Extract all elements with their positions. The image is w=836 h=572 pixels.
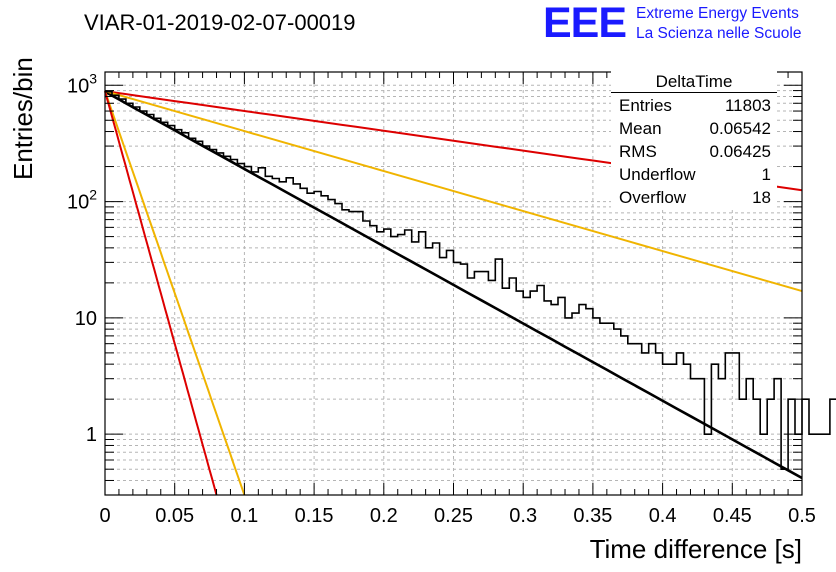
stats-row-entries: Entries 11803 <box>619 94 771 117</box>
eee-logo: EEE <box>543 0 627 47</box>
x-tick-label: 0.2 <box>370 505 398 527</box>
fit-lines <box>104 90 803 496</box>
stats-key: Underflow <box>619 165 696 184</box>
histogram <box>105 90 836 470</box>
stats-value: 0.06425 <box>709 142 771 161</box>
stats-value: 11803 <box>724 96 771 115</box>
stats-key: Entries <box>619 96 672 115</box>
logo-line-1: Extreme Energy Events <box>636 5 799 22</box>
x-tick-label: 0.5 <box>788 505 816 527</box>
grid-lines <box>105 72 802 496</box>
x-tick-label: 0.1 <box>230 505 258 527</box>
y-axis-label: Entries/bin <box>8 57 38 180</box>
stats-row-mean: Mean 0.06542 <box>619 117 771 140</box>
fit-line <box>104 90 803 293</box>
x-tick-label: 0.45 <box>713 505 752 527</box>
stats-row-underflow: Underflow 1 <box>619 163 771 186</box>
y-tick-label: 10 <box>75 308 97 330</box>
stats-key: Mean <box>619 119 662 138</box>
chart-title: VIAR-01-2019-02-07-00019 <box>84 10 356 35</box>
x-tick-label: 0.3 <box>509 505 537 527</box>
fit-line <box>104 90 218 496</box>
x-tick-label: 0.4 <box>649 505 677 527</box>
x-tick-label: 0.05 <box>155 505 194 527</box>
logo-line-2: La Scienza nelle Scuole <box>636 25 802 42</box>
stats-box: DeltaTime Entries 11803 Mean 0.06542 RMS… <box>611 70 777 208</box>
stats-key: RMS <box>619 142 657 161</box>
y-tick-label: 1 <box>86 424 97 446</box>
y-tick-label: 103 <box>67 70 97 97</box>
y-tick-label: 102 <box>67 187 97 214</box>
stats-title: DeltaTime <box>611 72 777 93</box>
x-tick-label: 0.35 <box>573 505 612 527</box>
x-tick-label: 0.15 <box>295 505 334 527</box>
x-axis-label: Time difference [s] <box>589 534 802 564</box>
stats-row-rms: RMS 0.06425 <box>619 140 771 163</box>
x-tick-label: 0 <box>99 505 110 527</box>
stats-value: 0.06542 <box>709 119 771 138</box>
stats-key: Overflow <box>619 188 687 207</box>
stats-value: 1 <box>761 165 771 184</box>
fit-line <box>104 90 803 480</box>
fit-line <box>104 90 246 496</box>
stats-value: 18 <box>752 188 771 207</box>
stats-row-overflow: Overflow 18 <box>619 186 771 209</box>
histogram-steps <box>105 90 836 470</box>
x-tick-label: 0.25 <box>434 505 473 527</box>
tick-labels: 0 0.05 0.1 0.15 0.2 0.25 0.3 0.35 0.4 0.45 0.5 1 10 1… <box>67 70 816 527</box>
